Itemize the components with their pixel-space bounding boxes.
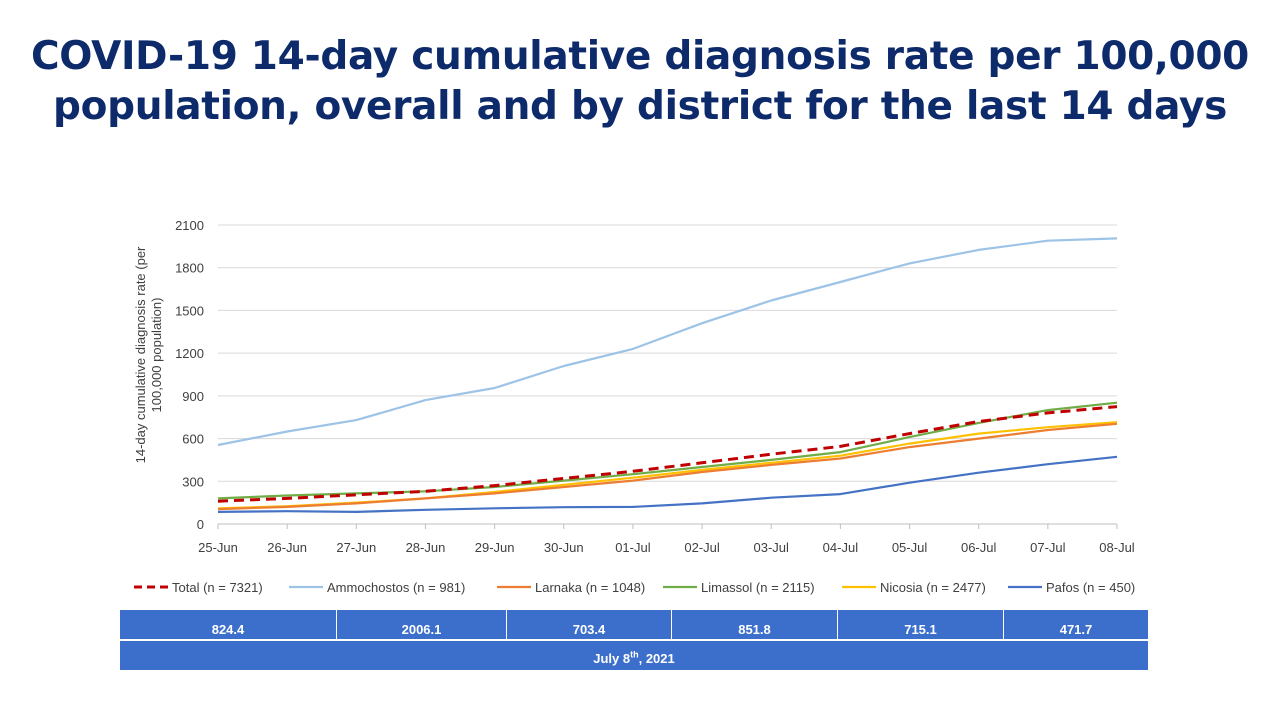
title-line-1: COVID-19 14-day cumulative diagnosis rat… <box>30 34 1250 79</box>
series-line-5 <box>217 455 1118 513</box>
x-axis: 25-Jun 26-Jun 27-Jun 28-Jun 29-Jun 30-Jun 01-J… <box>198 523 1135 555</box>
summary-values-bar: 824.4 2006.1 703.4 851.8 715.1 471.7 <box>120 610 1148 639</box>
series-line-2 <box>217 422 1118 511</box>
legend-label: Limassol (n = 2115) <box>701 580 815 595</box>
summary-value-cell: 824.4 <box>120 610 337 639</box>
summary-value-cell: 851.8 <box>672 610 838 639</box>
legend-label: Nicosia (n = 2477) <box>880 580 986 595</box>
series-line-0 <box>217 405 1118 503</box>
x-tick-label: 30-Jun <box>544 540 584 555</box>
y-tick-label: 1500 <box>175 303 204 318</box>
x-tick-label: 26-Jun <box>267 540 307 555</box>
x-tick-label: 03-Jul <box>754 540 790 555</box>
y-axis-label-line: 100,000 population) <box>149 298 164 413</box>
x-tick-label: 02-Jul <box>684 540 720 555</box>
date-suffix: th <box>630 649 639 660</box>
grid-lines <box>218 224 1117 482</box>
y-tick-label: 1200 <box>175 346 204 361</box>
x-tick-label: 29-Jun <box>475 540 515 555</box>
y-tick-label: 900 <box>182 389 204 404</box>
legend: Total (n = 7321) Ammochostos (n = 981) Lar… <box>134 580 1135 595</box>
summary-value-cell: 471.7 <box>1059 622 1093 637</box>
date-footer: July 8th, 2021 <box>120 641 1148 670</box>
y-axis: 0 300 600 900 1200 1500 1800 2100 <box>175 218 204 532</box>
y-tick-label: 300 <box>182 474 204 489</box>
y-tick-label: 1800 <box>175 261 204 276</box>
y-axis-label: 14-day cumulative diagnosis rate (per 100… <box>133 246 164 463</box>
legend-label: Pafos (n = 450) <box>1046 580 1135 595</box>
y-tick-label: 600 <box>182 432 204 447</box>
x-tick-label: 25-Jun <box>198 540 238 555</box>
x-tick-label: 28-Jun <box>406 540 446 555</box>
summary-value-cell: 703.4 <box>507 610 672 639</box>
x-tick-label: 05-Jul <box>892 540 928 555</box>
x-tick-label: 01-Jul <box>615 540 651 555</box>
date-prefix: July 8 <box>593 651 631 666</box>
legend-label: Larnaka (n = 1048) <box>535 580 645 595</box>
summary-value-cell: 715.1 <box>838 610 1004 639</box>
y-tick-label: 2100 <box>175 218 204 233</box>
x-tick-label: 08-Jul <box>1099 540 1135 555</box>
x-tick-label: 27-Jun <box>336 540 376 555</box>
chart-title: COVID-19 14-day cumulative diagnosis rat… <box>0 32 1280 132</box>
series-lines <box>217 237 1118 513</box>
x-tick-label: 07-Jul <box>1030 540 1066 555</box>
legend-label: Ammochostos (n = 981) <box>327 580 465 595</box>
legend-label: Total (n = 7321) <box>172 580 263 595</box>
date-rest: , 2021 <box>638 651 675 666</box>
x-tick-label: 06-Jul <box>961 540 997 555</box>
x-tick-label: 04-Jul <box>823 540 859 555</box>
series-line-3 <box>217 401 1118 500</box>
summary-value-cell: 2006.1 <box>337 610 507 639</box>
series-line-1 <box>217 237 1118 447</box>
y-tick-label: 0 <box>197 517 204 532</box>
title-line-2: population, overall and by district for … <box>53 84 1227 129</box>
y-axis-label-line: 14-day cumulative diagnosis rate (per <box>133 246 148 463</box>
